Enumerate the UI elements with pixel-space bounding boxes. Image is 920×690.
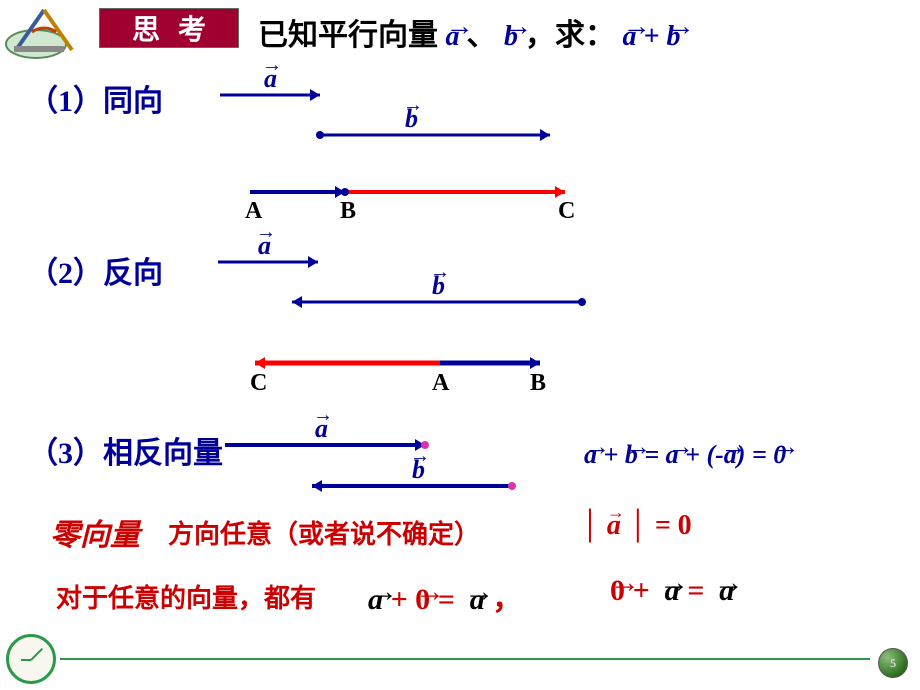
svg-text:→: → — [262, 54, 282, 76]
svg-text:→: → — [313, 404, 333, 426]
clock-icon — [6, 634, 56, 684]
footer-line — [60, 658, 870, 660]
magnitude-zero: │ →a │ = 0 — [580, 510, 692, 542]
point-C-2: C — [250, 370, 267, 397]
point-A-1: A — [245, 198, 262, 225]
rule-2: →0 + → a = → a — [610, 574, 734, 608]
page-number: 5 — [878, 648, 908, 678]
svg-text:→: → — [403, 94, 423, 116]
eq-opposite: →a + →b = →a + →(-a) = →0 — [584, 440, 786, 470]
point-A-2: A — [432, 370, 449, 397]
rule-1: →a + →0 = → a ， — [368, 574, 522, 618]
point-B-2: B — [530, 370, 546, 397]
svg-text:→: → — [410, 445, 430, 467]
rule-prefix: 对于任意的向量，都有 — [56, 578, 316, 615]
svg-text:→: → — [430, 261, 450, 283]
zero-vector-desc: 方向任意（或者说不确定） — [168, 514, 480, 551]
point-B-1: B — [340, 198, 356, 225]
point-C-1: C — [558, 198, 575, 225]
zero-vector-title: 零向量 — [50, 510, 140, 554]
